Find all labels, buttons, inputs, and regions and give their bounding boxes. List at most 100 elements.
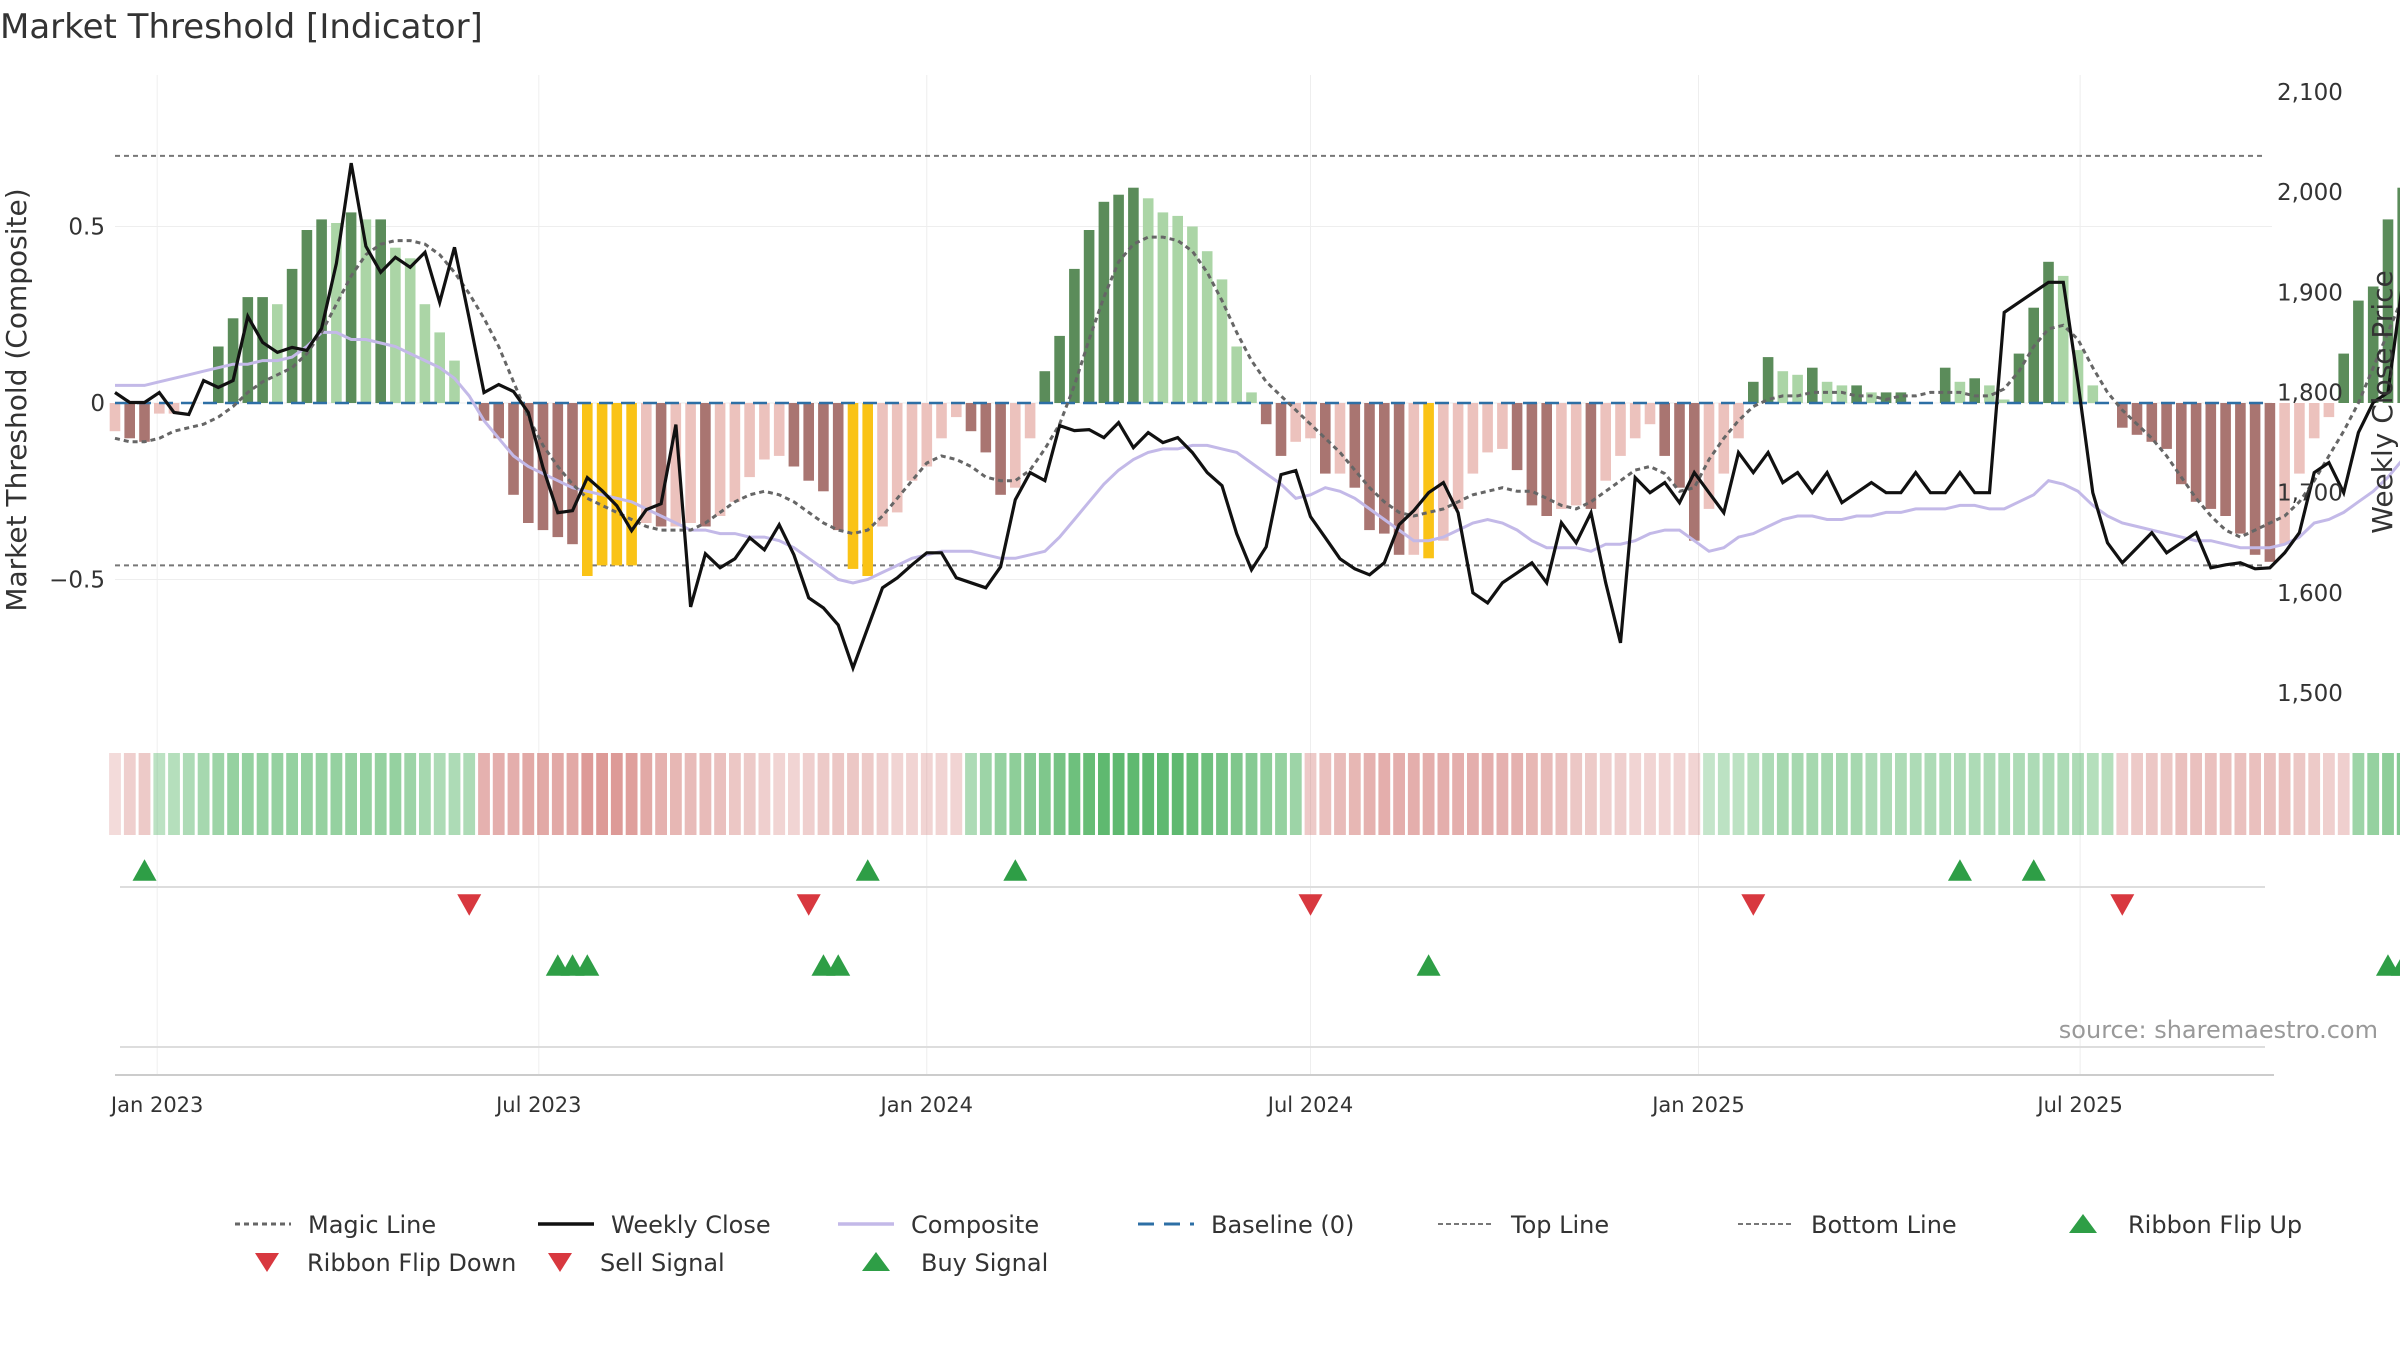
composite-bar: [331, 223, 342, 403]
ribbon-cell: [2249, 753, 2261, 835]
composite-bar: [419, 304, 431, 403]
composite-bar: [1246, 392, 1257, 403]
composite-bar: [1423, 403, 1434, 559]
ribbon-cell: [227, 753, 239, 835]
ribbon-flip-up-marker: [1003, 859, 1028, 881]
composite-bar: [2028, 307, 2039, 403]
composite-bar: [1393, 403, 1405, 555]
composite-bar: [1334, 403, 1346, 474]
y-tick-label: 0.5: [68, 215, 105, 241]
composite-bar: [700, 403, 711, 527]
composite-bar: [1069, 268, 1080, 403]
composite-bar: [980, 403, 992, 453]
composite-bar: [2294, 403, 2305, 474]
composite-bar: [2397, 187, 2400, 403]
composite-bar: [552, 403, 564, 538]
y2-tick-label: 1,800: [2277, 381, 2343, 407]
ribbon-cell: [537, 753, 549, 835]
ribbon-cell: [2204, 753, 2217, 835]
composite-bar: [1866, 392, 1877, 403]
ribbon-cell: [1895, 753, 1907, 835]
ribbon-cell: [1201, 753, 1214, 835]
ribbon-cell: [1230, 753, 1243, 835]
y2-tick-label: 1,600: [2277, 581, 2343, 607]
ribbon-cell: [1526, 753, 1538, 835]
composite-bar: [641, 403, 652, 523]
composite-bar: [1408, 403, 1420, 555]
composite-bar: [1157, 212, 1169, 403]
ribbon-cell: [1053, 753, 1066, 835]
ribbon-cell: [2057, 753, 2070, 835]
composite-bar: [242, 297, 254, 403]
ribbon-cell: [1850, 753, 1863, 835]
ribbon-cell: [1570, 753, 1583, 835]
composite-bar: [2161, 403, 2172, 449]
composite-bar: [2308, 403, 2320, 439]
ribbon-cell: [315, 753, 328, 835]
composite-bar: [1556, 403, 1567, 509]
legend-swatch-up-triangle: [862, 1252, 890, 1271]
composite-bar: [508, 403, 519, 495]
composite-bar: [670, 403, 682, 527]
x-tick-label: Jan 2024: [879, 1093, 974, 1117]
composite-bar: [847, 403, 859, 569]
ribbon-cell: [168, 753, 180, 835]
ribbon-cell: [1083, 753, 1095, 835]
ribbon-cell: [906, 753, 918, 835]
ribbon-cell: [212, 753, 225, 835]
y-tick-label: −0.5: [49, 568, 105, 594]
composite-bar: [1777, 371, 1789, 403]
ribbon-cell: [920, 753, 933, 835]
ribbon-cell: [2013, 753, 2025, 835]
ribbon-cell: [773, 753, 786, 835]
ribbon-cell: [2396, 753, 2400, 835]
composite-bar: [1452, 403, 1464, 509]
ribbon-cell: [714, 753, 726, 835]
composite-bar: [906, 403, 918, 481]
ribbon-cell: [802, 753, 815, 835]
composite-bar: [1570, 403, 1582, 506]
composite-bar: [2190, 403, 2202, 502]
ribbon-cell: [448, 753, 461, 835]
ribbon-cell: [1157, 753, 1169, 835]
ribbon-cell: [1614, 753, 1627, 835]
composite-bar: [1895, 392, 1907, 403]
composite-bar: [951, 403, 962, 418]
composite-bar: [818, 403, 829, 492]
ribbon-cell: [610, 753, 623, 835]
ribbon-cell: [1998, 753, 2011, 835]
buy-signal-marker: [575, 954, 600, 976]
ribbon-cell: [1909, 753, 1922, 835]
composite-bar: [1880, 392, 1892, 403]
ribbon-cell: [286, 753, 298, 835]
ribbon-cell: [965, 753, 977, 835]
ribbon-cell: [1407, 753, 1420, 835]
ribbon-cell: [1171, 753, 1184, 835]
composite-bar: [2264, 403, 2276, 562]
ribbon-cell: [1939, 753, 1952, 835]
ribbon-cell: [935, 753, 948, 835]
composite-bar: [2235, 403, 2246, 534]
legend-label: Buy Signal: [921, 1249, 1048, 1277]
ribbon-cell: [994, 753, 1007, 835]
composite-bar: [301, 230, 313, 403]
composite-bar: [936, 403, 947, 439]
composite-line: [115, 330, 2400, 585]
ribbon-cell: [2323, 753, 2335, 835]
composite-bar: [1364, 403, 1375, 531]
composite-bar: [1010, 403, 1021, 488]
ribbon-flip-down-marker: [796, 894, 821, 916]
ribbon-cell: [345, 753, 357, 835]
composite-bar: [523, 403, 534, 523]
composite-bar: [1275, 403, 1287, 456]
ribbon-cell: [2190, 753, 2202, 835]
composite-bar: [360, 219, 372, 403]
ribbon-cell: [1289, 753, 1302, 835]
composite-bar: [286, 268, 298, 403]
composite-bar: [2013, 353, 2025, 403]
composite-bar: [1024, 403, 1036, 439]
ribbon-cell: [1791, 753, 1804, 835]
ribbon-cell: [463, 753, 476, 835]
ribbon-cell: [1658, 753, 1671, 835]
composite-bar: [109, 403, 121, 432]
